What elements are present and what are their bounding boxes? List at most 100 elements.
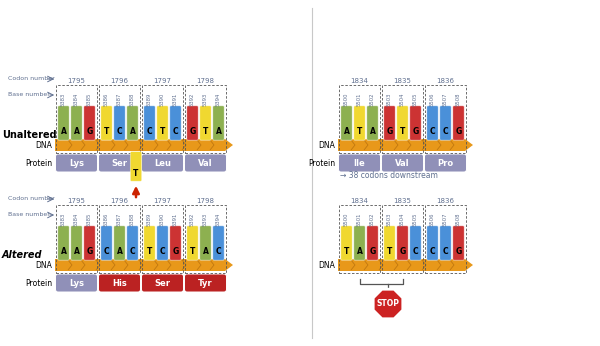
Text: Base number: Base number	[8, 92, 50, 98]
Text: A: A	[215, 127, 221, 137]
Text: 5390: 5390	[160, 213, 165, 226]
Text: Pro: Pro	[437, 158, 454, 167]
Text: 5500: 5500	[344, 212, 349, 226]
Polygon shape	[55, 139, 225, 151]
Text: 1796: 1796	[110, 78, 128, 84]
Text: Altered: Altered	[2, 250, 43, 260]
FancyBboxPatch shape	[410, 106, 421, 140]
FancyBboxPatch shape	[170, 106, 181, 140]
Text: T: T	[190, 247, 195, 256]
Text: 1797: 1797	[154, 78, 172, 84]
Text: A: A	[74, 247, 79, 256]
FancyBboxPatch shape	[142, 154, 184, 172]
Text: 5508: 5508	[456, 212, 461, 226]
FancyBboxPatch shape	[170, 226, 181, 260]
Text: Leu: Leu	[154, 158, 171, 167]
Text: 1795: 1795	[68, 198, 85, 204]
Text: 1836: 1836	[437, 78, 455, 84]
Text: 5505: 5505	[413, 92, 418, 106]
FancyBboxPatch shape	[56, 274, 97, 292]
Polygon shape	[373, 289, 403, 319]
FancyBboxPatch shape	[382, 154, 424, 172]
Text: 5388: 5388	[130, 93, 135, 106]
FancyBboxPatch shape	[157, 226, 168, 260]
Text: 5386: 5386	[104, 213, 109, 226]
Text: Codon number: Codon number	[8, 76, 55, 82]
Text: C: C	[104, 247, 109, 256]
Text: 1835: 1835	[394, 198, 412, 204]
Text: 5389: 5389	[147, 213, 152, 226]
FancyBboxPatch shape	[58, 106, 69, 140]
Text: G: G	[455, 127, 461, 137]
FancyBboxPatch shape	[187, 226, 198, 260]
FancyBboxPatch shape	[84, 226, 95, 260]
FancyBboxPatch shape	[127, 106, 138, 140]
FancyBboxPatch shape	[397, 106, 408, 140]
Text: C: C	[146, 127, 152, 137]
Text: 5503: 5503	[387, 93, 392, 106]
Text: Val: Val	[395, 158, 410, 167]
FancyBboxPatch shape	[453, 226, 464, 260]
FancyBboxPatch shape	[114, 106, 125, 140]
Text: 5508: 5508	[456, 92, 461, 106]
Text: 1834: 1834	[350, 198, 368, 204]
FancyBboxPatch shape	[354, 226, 365, 260]
Text: G: G	[86, 247, 92, 256]
Text: Protein: Protein	[308, 158, 335, 167]
Text: 5383: 5383	[61, 213, 66, 226]
Text: C: C	[160, 247, 166, 256]
Text: 5385: 5385	[87, 213, 92, 226]
FancyBboxPatch shape	[425, 154, 467, 172]
FancyBboxPatch shape	[354, 106, 365, 140]
FancyBboxPatch shape	[98, 154, 140, 172]
Text: 1834: 1834	[350, 78, 368, 84]
Text: 1836: 1836	[437, 198, 455, 204]
Text: Val: Val	[198, 158, 213, 167]
Text: 5383: 5383	[61, 93, 66, 106]
Text: T: T	[357, 127, 362, 137]
Text: Ile: Ile	[353, 158, 365, 167]
Text: G: G	[386, 127, 392, 137]
Text: 5390: 5390	[160, 93, 165, 106]
FancyBboxPatch shape	[71, 226, 82, 260]
FancyBboxPatch shape	[127, 226, 138, 260]
Text: G: G	[412, 127, 419, 137]
Text: G: G	[172, 247, 179, 256]
FancyBboxPatch shape	[338, 154, 380, 172]
FancyBboxPatch shape	[384, 106, 395, 140]
FancyBboxPatch shape	[56, 154, 97, 172]
FancyBboxPatch shape	[427, 226, 438, 260]
Text: C: C	[430, 247, 436, 256]
Text: C: C	[413, 247, 418, 256]
Text: 1798: 1798	[197, 198, 215, 204]
Text: G: G	[455, 247, 461, 256]
Text: A: A	[203, 247, 208, 256]
Text: 5504: 5504	[400, 212, 405, 226]
Polygon shape	[225, 259, 233, 271]
Text: Lys: Lys	[69, 279, 84, 288]
Text: STOP: STOP	[377, 300, 400, 309]
Text: A: A	[116, 247, 122, 256]
Text: 5393: 5393	[203, 213, 208, 226]
FancyBboxPatch shape	[213, 106, 224, 140]
Text: Lys: Lys	[69, 158, 84, 167]
Text: → 38 codons downstream: → 38 codons downstream	[340, 171, 438, 180]
FancyBboxPatch shape	[440, 226, 451, 260]
Text: G: G	[86, 127, 92, 137]
Text: DNA: DNA	[318, 140, 335, 149]
Text: Base number: Base number	[8, 212, 50, 218]
Polygon shape	[225, 139, 233, 151]
Text: T: T	[203, 127, 208, 137]
Text: 5384: 5384	[74, 213, 79, 226]
FancyBboxPatch shape	[58, 226, 69, 260]
Text: T: T	[147, 247, 152, 256]
Text: 1797: 1797	[154, 198, 172, 204]
Text: T: T	[104, 127, 109, 137]
FancyBboxPatch shape	[71, 106, 82, 140]
Text: 5387: 5387	[117, 93, 122, 106]
Text: A: A	[356, 247, 362, 256]
FancyBboxPatch shape	[397, 226, 408, 260]
Text: 5386: 5386	[104, 93, 109, 106]
Text: 5388: 5388	[130, 213, 135, 226]
Text: C: C	[430, 127, 436, 137]
